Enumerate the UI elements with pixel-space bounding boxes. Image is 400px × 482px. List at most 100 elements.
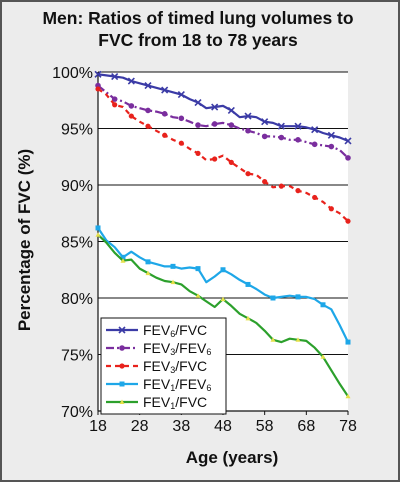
data-point-s4-15 — [220, 296, 226, 302]
y-tick-label-70: 70% — [61, 404, 93, 421]
data-point-s3-12 — [195, 266, 201, 272]
data-point-s4-0 — [95, 232, 101, 237]
x-tick-label-58: 58 — [256, 418, 274, 435]
x-tick-label-18: 18 — [89, 418, 107, 435]
data-point-s0-22-stroke-b — [277, 122, 285, 130]
data-point-s1-26 — [311, 141, 318, 148]
y-tick-label-75: 75% — [61, 348, 93, 365]
data-point-s1-12 — [195, 122, 201, 128]
data-point-s3-3 — [120, 254, 126, 260]
legend-marker-0 — [118, 326, 126, 334]
data-point-s4-18 — [245, 315, 251, 321]
legend-label-1: FEV3/FEV6 — [143, 340, 211, 357]
data-point-s4-12 — [195, 293, 201, 298]
data-point-s0-30 — [344, 137, 352, 145]
data-point-s1-20 — [261, 133, 268, 140]
data-point-s0-8 — [161, 86, 169, 94]
legend-marker-2 — [119, 363, 125, 369]
data-point-s4-21 — [270, 337, 276, 342]
data-point-s0-18 — [244, 112, 252, 120]
data-point-s2-10 — [178, 140, 184, 146]
data-point-s0-16 — [227, 106, 235, 114]
data-point-s0-10-stroke-b — [177, 91, 185, 99]
data-point-s0-0 — [94, 70, 102, 78]
legend-label-2: FEV3/FVC — [143, 358, 207, 375]
data-point-s0-28-stroke-b — [327, 131, 335, 139]
data-point-s0-14-stroke-b — [211, 103, 219, 111]
data-point-s2-12 — [195, 150, 201, 156]
data-point-s0-8-stroke-b — [161, 86, 169, 94]
data-point-s1-22 — [278, 134, 285, 141]
data-point-s3-6 — [145, 259, 151, 265]
data-point-s4-27 — [320, 354, 326, 359]
data-point-s2-18 — [245, 171, 251, 177]
data-point-s0-14 — [211, 103, 219, 111]
data-point-s0-26 — [311, 126, 319, 134]
data-point-s2-2 — [112, 102, 118, 108]
data-point-s0-6 — [144, 81, 152, 90]
series-line-2 — [97, 87, 349, 222]
x-axis-title: Age (years) — [186, 448, 279, 467]
data-point-s0-24-stroke-b — [294, 122, 302, 130]
data-point-s0-22 — [277, 122, 285, 130]
data-point-s0-12-stroke-b — [194, 98, 202, 107]
data-point-s1-8 — [161, 111, 168, 117]
data-point-s2-30 — [345, 218, 351, 224]
data-point-s2-6 — [145, 123, 151, 129]
data-point-s0-6-stroke-b — [144, 81, 152, 90]
legend-label-4: FEV1/FVC — [143, 394, 207, 411]
data-point-s0-10 — [177, 91, 185, 99]
data-point-s2-14 — [212, 156, 218, 162]
chart-title-line-1: Men: Ratios of timed lung volumes to — [42, 8, 353, 28]
y-axis-title: Percentage of FVC (%) — [15, 149, 34, 331]
series-line-0 — [97, 73, 349, 142]
data-point-s1-18 — [245, 127, 251, 134]
data-point-s1-6 — [145, 107, 151, 114]
data-point-s2-16 — [228, 159, 234, 165]
data-point-s0-30-stroke-b — [344, 137, 352, 145]
data-point-s4-9 — [170, 279, 176, 285]
data-point-s0-18-stroke-b — [244, 112, 252, 120]
data-point-s0-0-stroke-b — [94, 70, 102, 78]
data-point-s4-30 — [345, 393, 351, 399]
data-point-s1-16 — [228, 122, 235, 128]
data-point-s3-21 — [270, 295, 276, 301]
data-point-s0-4 — [127, 77, 135, 85]
data-point-s4-3 — [120, 258, 126, 263]
data-point-s3-30 — [345, 339, 351, 345]
data-point-s2-24 — [295, 188, 301, 194]
x-tick-label-28: 28 — [131, 418, 149, 435]
x-tick-label-48: 48 — [214, 418, 232, 435]
data-point-s1-4 — [128, 103, 135, 109]
series-line-1 — [97, 84, 349, 159]
data-point-s2-28 — [328, 206, 334, 212]
x-tick-label-78: 78 — [339, 418, 357, 435]
data-point-s0-28 — [327, 131, 335, 139]
data-point-s2-20 — [262, 179, 268, 185]
legend-marker-0-stroke-b — [118, 326, 126, 334]
legend-marker-4 — [119, 399, 125, 404]
data-point-s2-4 — [128, 113, 134, 119]
data-point-s1-2 — [111, 96, 118, 102]
chart-title-line-2: FVC from 18 to 78 years — [98, 30, 298, 50]
data-point-s1-30 — [345, 155, 351, 161]
data-point-s0-24 — [294, 122, 302, 130]
data-point-s1-14 — [211, 121, 218, 127]
y-tick-label-90: 90% — [61, 178, 93, 195]
data-point-s3-24 — [295, 294, 301, 300]
data-point-s2-26 — [312, 194, 318, 201]
data-point-s3-15 — [220, 267, 226, 273]
legend: FEV6/FVCFEV3/FEV6FEV3/FVCFEV1/FEV6FEV1/F… — [100, 317, 227, 415]
y-tick-label-100: 100% — [52, 65, 93, 82]
data-point-s2-8 — [162, 132, 168, 138]
data-point-s2-0 — [95, 86, 101, 92]
data-point-s1-24 — [295, 137, 301, 143]
data-point-s3-27 — [320, 302, 326, 308]
data-point-s3-0 — [95, 225, 101, 231]
data-point-s2-22 — [278, 183, 284, 189]
data-point-s3-18 — [245, 281, 251, 287]
x-tick-label-68: 68 — [297, 418, 315, 435]
data-point-s1-10 — [178, 115, 185, 122]
data-point-s0-4-stroke-b — [127, 77, 135, 85]
y-tick-label-80: 80% — [61, 291, 93, 308]
